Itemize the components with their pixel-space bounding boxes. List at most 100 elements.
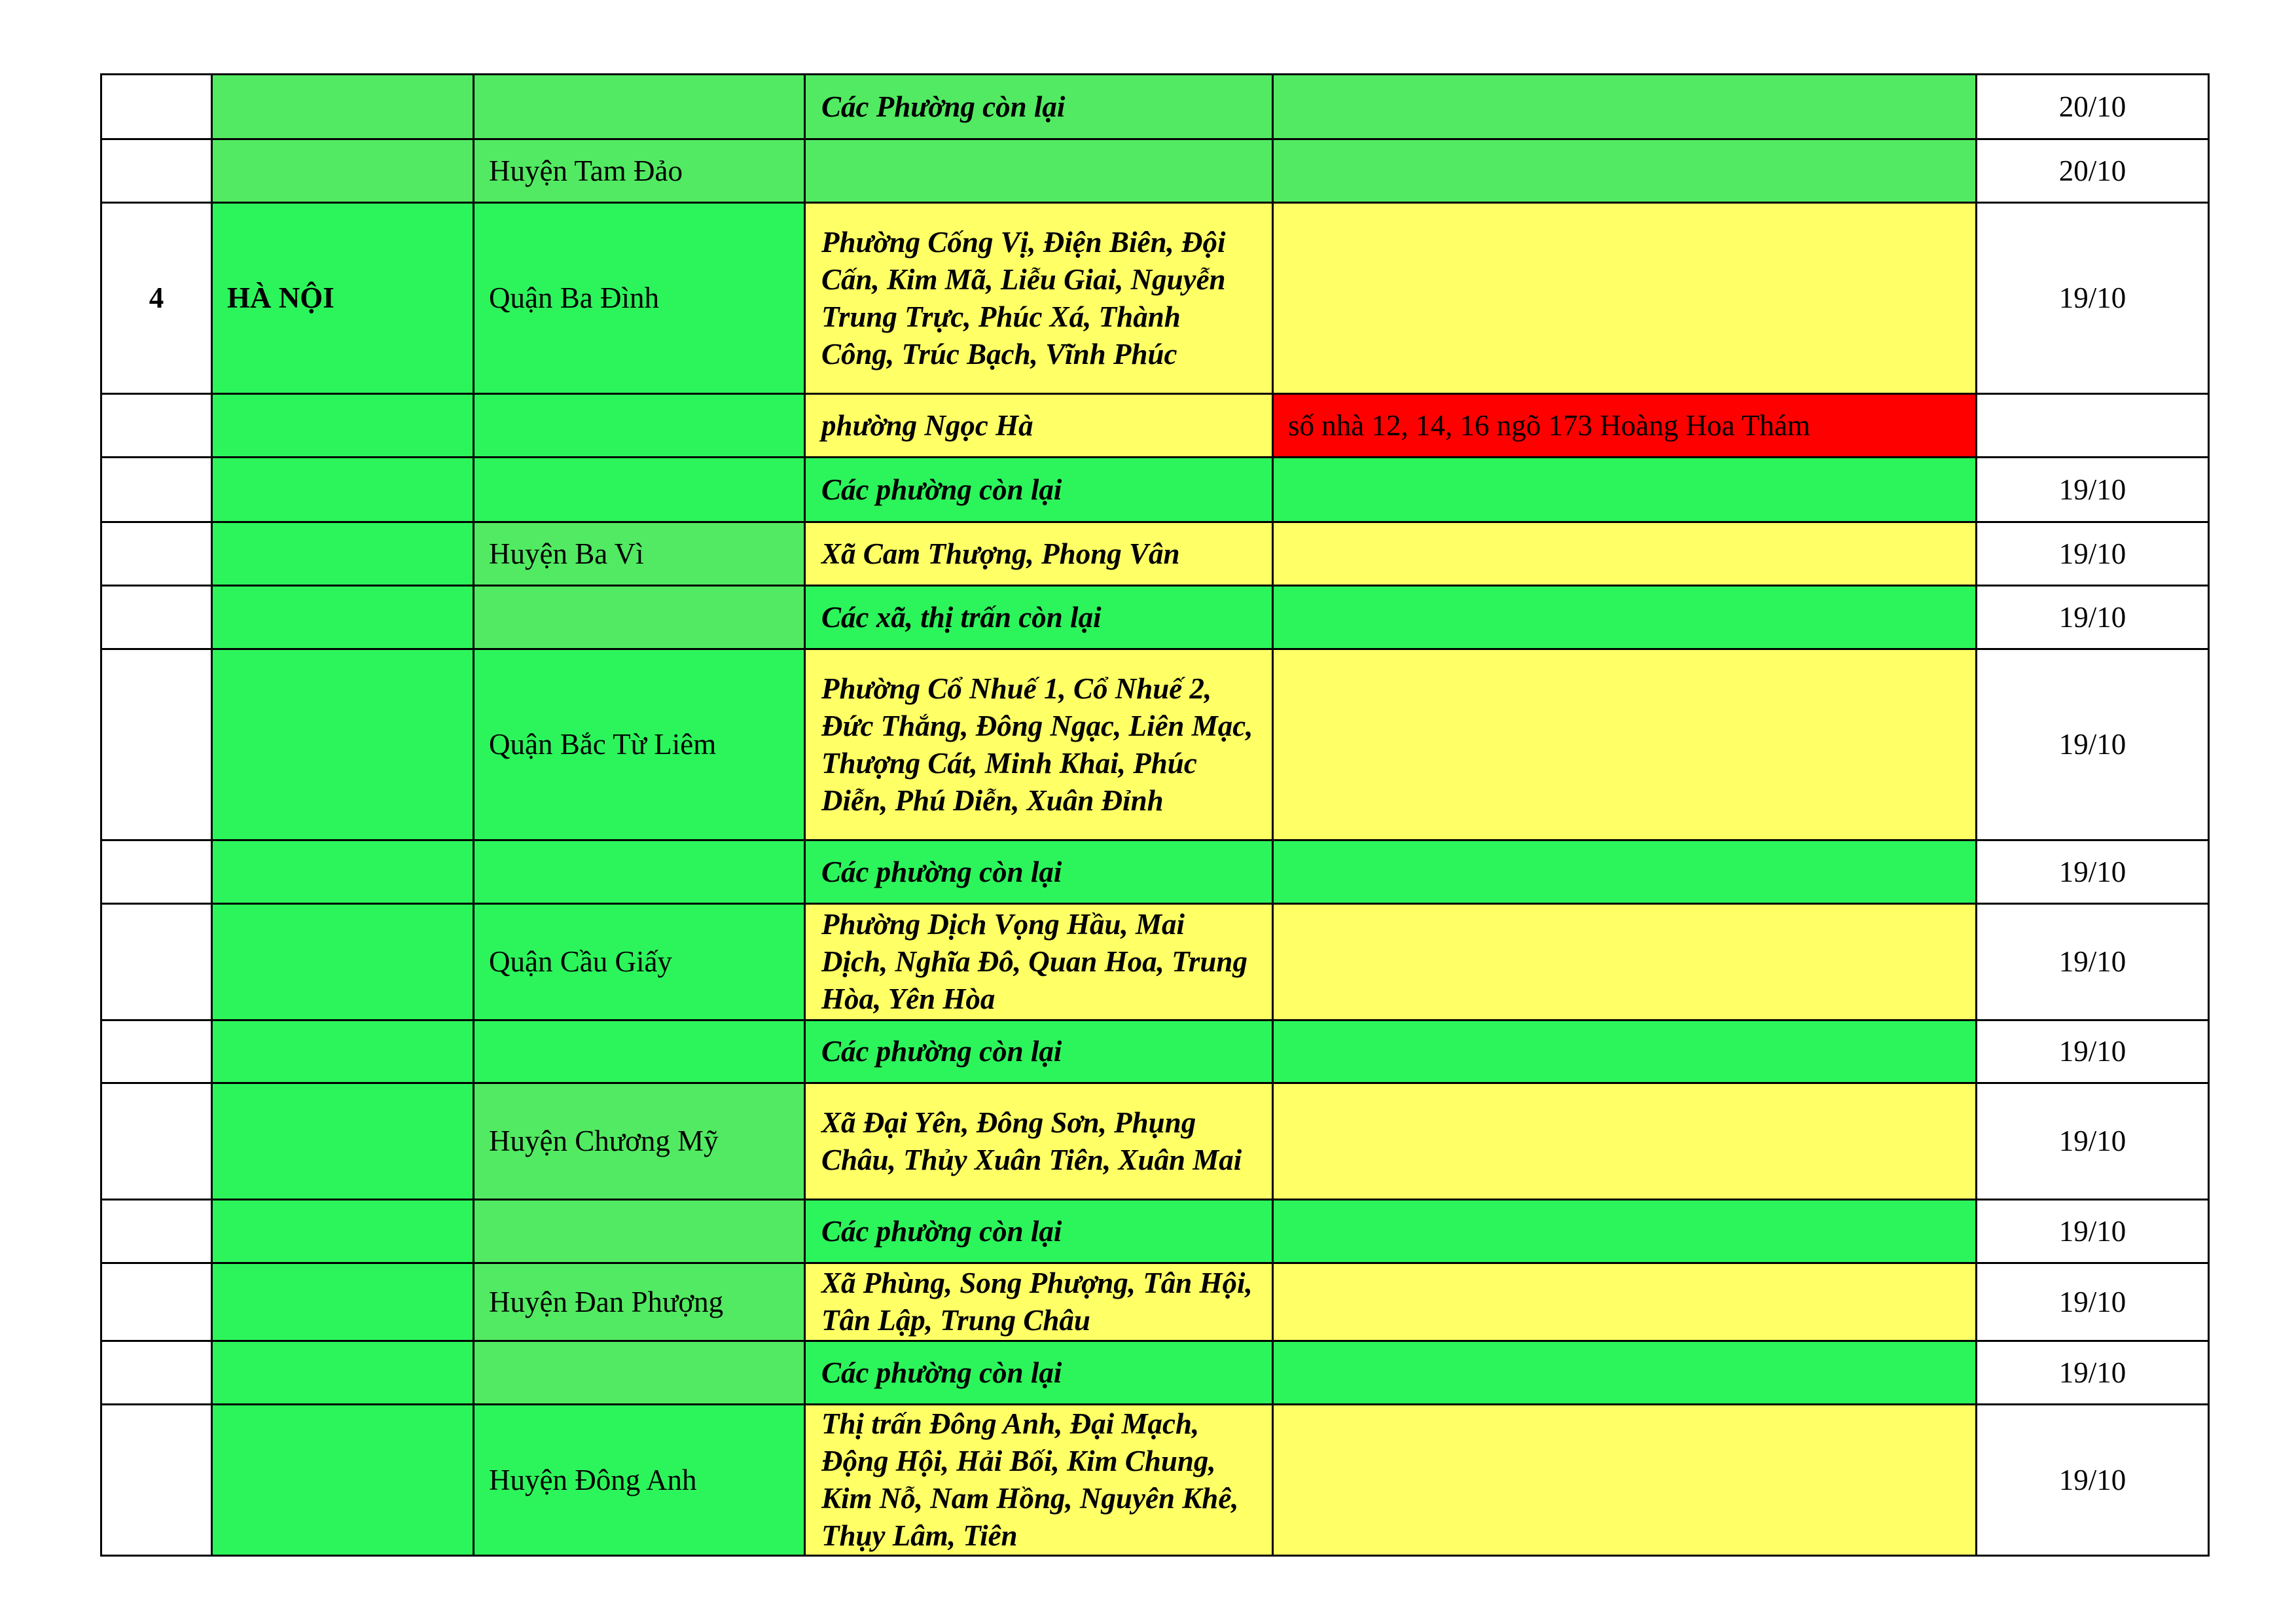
ward-cell: Các phường còn lại <box>804 839 1274 905</box>
ward-cell: Các phường còn lại <box>804 1199 1274 1264</box>
stt-cell <box>100 393 213 458</box>
province-cell: HÀ NỘI <box>211 202 475 395</box>
ward-cell: Phường Cổ Nhuế 1, Cổ Nhuế 2, Đức Thắng, … <box>804 648 1274 841</box>
table-row: Các phường còn lại 19/10 <box>100 456 2210 523</box>
table-row: Các xã, thị trấn còn lại 19/10 <box>100 585 2210 650</box>
table-row: Huyện Đông Anh Thị trấn Đông Anh, Đại Mạc… <box>100 1403 2210 1557</box>
district-cell: Huyện Chương Mỹ <box>473 1082 806 1200</box>
stt-cell <box>100 1019 213 1084</box>
province-cell <box>211 73 475 140</box>
province-cell <box>211 903 475 1021</box>
province-cell <box>211 138 475 204</box>
province-cell <box>211 393 475 458</box>
detail-cell <box>1272 1199 1977 1264</box>
district-cell <box>473 1340 806 1405</box>
stt-cell <box>100 521 213 586</box>
province-cell <box>211 1340 475 1405</box>
table-row: Huyện Ba Vì Xã Cam Thượng, Phong Vân 19/10 <box>100 521 2210 586</box>
district-cell <box>473 585 806 650</box>
district-cell: Quận Cầu Giấy <box>473 903 806 1021</box>
ward-cell: Xã Đại Yên, Đông Sơn, Phụng Châu, Thủy X… <box>804 1082 1274 1200</box>
ward-cell: Xã Phùng, Song Phượng, Tân Hội, Tân Lập,… <box>804 1262 1274 1342</box>
stt-cell <box>100 903 213 1021</box>
detail-cell <box>1272 1340 1977 1405</box>
district-cell <box>473 1199 806 1264</box>
detail-cell <box>1272 1403 1977 1557</box>
ward-cell: Các Phường còn lại <box>804 73 1274 140</box>
date-cell: 19/10 <box>1975 903 2210 1021</box>
ward-cell: Các phường còn lại <box>804 1019 1274 1084</box>
table-row: Quận Cầu Giấy Phường Dịch Vọng Hầu, Mai D… <box>100 903 2210 1021</box>
zone-table: Các Phường còn lại 20/10 Huyện Tam Đảo 20/1… <box>100 73 2210 1557</box>
table-row: Huyện Tam Đảo 20/10 <box>100 138 2210 204</box>
date-cell: 19/10 <box>1975 839 2210 905</box>
detail-cell <box>1272 73 1977 140</box>
ward-cell: Thị trấn Đông Anh, Đại Mạch, Động Hội, H… <box>804 1403 1274 1557</box>
district-cell: Quận Bắc Từ Liêm <box>473 648 806 841</box>
date-cell: 19/10 <box>1975 1019 2210 1084</box>
detail-cell <box>1272 648 1977 841</box>
province-cell <box>211 1403 475 1557</box>
stt-cell <box>100 1340 213 1405</box>
district-cell: Huyện Tam Đảo <box>473 138 806 204</box>
stt-cell <box>100 73 213 140</box>
detail-cell: số nhà 12, 14, 16 ngõ 173 Hoàng Hoa Thám <box>1272 393 1977 458</box>
district-cell <box>473 1019 806 1084</box>
province-cell <box>211 585 475 650</box>
table-row: Các phường còn lại 19/10 <box>100 1019 2210 1084</box>
detail-cell <box>1272 1082 1977 1200</box>
district-cell: Huyện Ba Vì <box>473 521 806 586</box>
ward-cell: Các phường còn lại <box>804 456 1274 523</box>
stt-cell <box>100 1403 213 1557</box>
detail-cell <box>1272 521 1977 586</box>
date-cell: 19/10 <box>1975 456 2210 523</box>
date-cell: 19/10 <box>1975 1199 2210 1264</box>
province-cell <box>211 839 475 905</box>
district-cell: Huyện Đan Phượng <box>473 1262 806 1342</box>
date-cell: 19/10 <box>1975 521 2210 586</box>
district-cell <box>473 839 806 905</box>
date-cell: 19/10 <box>1975 648 2210 841</box>
ward-cell: Phường Dịch Vọng Hầu, Mai Dịch, Nghĩa Đô… <box>804 903 1274 1021</box>
province-cell <box>211 1082 475 1200</box>
province-cell <box>211 1019 475 1084</box>
date-cell: 19/10 <box>1975 1403 2210 1557</box>
date-cell: 20/10 <box>1975 138 2210 204</box>
stt-cell <box>100 1082 213 1200</box>
district-cell: Huyện Đông Anh <box>473 1403 806 1557</box>
ward-cell: Phường Cống Vị, Điện Biên, Đội Cấn, Kim … <box>804 202 1274 395</box>
province-cell <box>211 1262 475 1342</box>
date-cell: 20/10 <box>1975 73 2210 140</box>
stt-cell: 4 <box>100 202 213 395</box>
stt-cell <box>100 839 213 905</box>
province-cell <box>211 456 475 523</box>
ward-cell: Xã Cam Thượng, Phong Vân <box>804 521 1274 586</box>
table-row: Các phường còn lại 19/10 <box>100 1199 2210 1264</box>
ward-cell: phường Ngọc Hà <box>804 393 1274 458</box>
date-cell: 19/10 <box>1975 1082 2210 1200</box>
date-cell: 19/10 <box>1975 1340 2210 1405</box>
table-row: phường Ngọc Hà số nhà 12, 14, 16 ngõ 173 … <box>100 393 2210 458</box>
ward-cell: Các xã, thị trấn còn lại <box>804 585 1274 650</box>
date-cell: 19/10 <box>1975 1262 2210 1342</box>
stt-cell <box>100 456 213 523</box>
stt-cell <box>100 1262 213 1342</box>
date-cell: 19/10 <box>1975 202 2210 395</box>
province-cell <box>211 648 475 841</box>
stt-cell <box>100 585 213 650</box>
stt-cell <box>100 1199 213 1264</box>
table-row: Huyện Đan Phượng Xã Phùng, Song Phượng, T… <box>100 1262 2210 1342</box>
table-row: Các Phường còn lại 20/10 <box>100 73 2210 140</box>
ward-cell <box>804 138 1274 204</box>
table-row: 4 HÀ NỘI Quận Ba Đình Phường Cống Vị, Điện … <box>100 202 2210 395</box>
district-cell <box>473 456 806 523</box>
date-cell <box>1975 393 2210 458</box>
detail-cell <box>1272 456 1977 523</box>
district-cell <box>473 73 806 140</box>
province-cell <box>211 521 475 586</box>
stt-cell <box>100 138 213 204</box>
detail-cell <box>1272 202 1977 395</box>
stt-cell <box>100 648 213 841</box>
district-cell <box>473 393 806 458</box>
table-row: Các phường còn lại 19/10 <box>100 1340 2210 1405</box>
